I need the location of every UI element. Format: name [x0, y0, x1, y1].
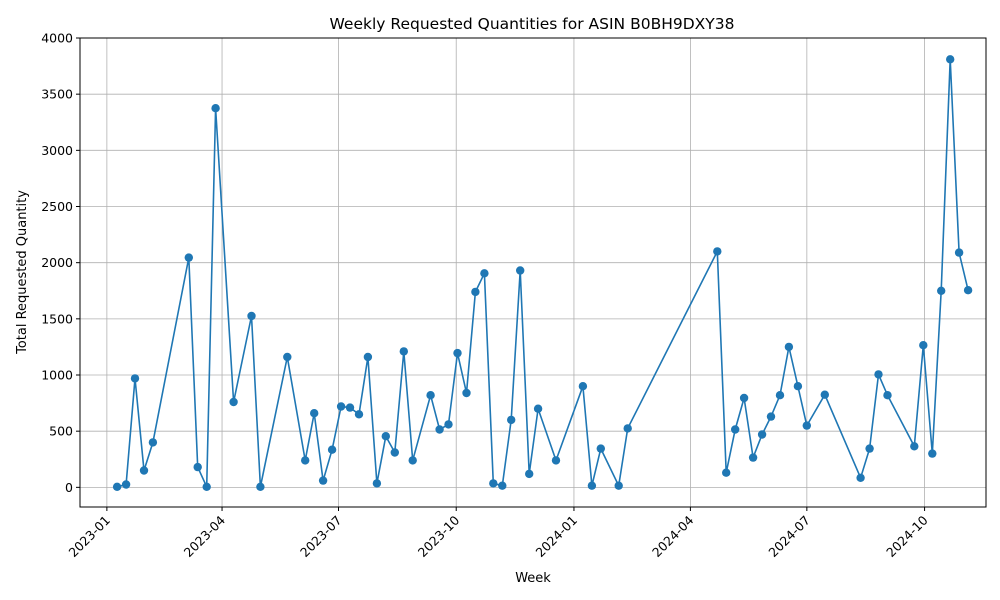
data-point — [310, 409, 319, 418]
data-point — [471, 287, 480, 297]
data-point — [345, 403, 355, 412]
chart-title: Weekly Requested Quantities for ASIN B0B… — [330, 15, 735, 33]
data-point — [766, 412, 776, 421]
data-point — [587, 481, 597, 490]
data-point — [856, 473, 865, 482]
data-point — [148, 438, 158, 447]
data-point — [139, 466, 149, 475]
data-point — [381, 432, 390, 441]
data-point — [372, 479, 382, 488]
data-point — [793, 382, 803, 391]
y-axis-label: Total Requested Quantity — [15, 190, 30, 355]
y-tick-label: 2500 — [41, 199, 73, 214]
data-point — [130, 374, 140, 383]
data-point — [390, 448, 399, 457]
x-axis-ticks: 2023-01 2023-04 2023-07 2023-10 2024-01 2024-… — [65, 507, 931, 561]
data-point — [820, 390, 829, 399]
data-point — [480, 269, 489, 278]
data-point — [731, 425, 740, 434]
data-point — [453, 348, 462, 358]
data-point — [883, 391, 892, 400]
data-point — [937, 286, 946, 295]
data-point — [318, 476, 328, 485]
x-tick-label: 2023-04 — [181, 512, 229, 560]
data-point — [963, 286, 973, 295]
grid-lines — [80, 37, 986, 507]
data-point — [256, 482, 265, 491]
data-point — [533, 404, 543, 413]
data-point — [516, 266, 525, 275]
data-point — [713, 247, 722, 256]
y-tick-label: 0 — [65, 480, 73, 495]
data-point — [919, 341, 928, 350]
x-tick-label: 2024-07 — [765, 513, 813, 561]
data-point — [399, 347, 408, 356]
x-tick-label: 2023-01 — [65, 513, 113, 561]
data-point — [121, 480, 131, 489]
data-point — [112, 482, 122, 491]
x-tick-label: 2023-10 — [415, 512, 463, 560]
y-tick-label: 1500 — [41, 311, 73, 326]
data-point — [578, 382, 588, 391]
data-point — [928, 449, 937, 458]
data-point — [229, 397, 238, 407]
data-point — [507, 415, 516, 425]
data-point — [211, 104, 220, 113]
data-point — [802, 421, 811, 430]
y-tick-label: 3500 — [41, 87, 73, 102]
x-tick-label: 2024-10 — [883, 512, 931, 560]
data-point — [946, 55, 955, 64]
data-point — [623, 424, 632, 433]
x-tick-label: 2024-01 — [533, 513, 581, 561]
data-point — [865, 444, 874, 453]
data-point — [354, 410, 364, 419]
data-point — [435, 425, 444, 434]
data-point — [775, 391, 785, 400]
data-point — [498, 481, 507, 490]
y-tick-label: 4000 — [41, 31, 73, 46]
data-point — [596, 444, 605, 453]
y-tick-label: 1000 — [41, 368, 73, 383]
data-point — [525, 469, 534, 479]
data-point — [489, 479, 498, 488]
data-point — [910, 442, 919, 451]
data-point — [551, 456, 561, 465]
data-point — [202, 482, 211, 491]
data-point — [193, 462, 202, 472]
data-point — [748, 453, 758, 462]
data-point — [327, 445, 337, 454]
data-point — [426, 391, 435, 400]
data-point — [336, 402, 346, 411]
data-point — [184, 253, 193, 262]
data-point — [739, 393, 749, 403]
data-point — [283, 352, 292, 362]
y-tick-label: 500 — [49, 424, 73, 439]
data-points — [112, 55, 973, 491]
data-point — [444, 420, 453, 429]
data-point — [301, 456, 310, 465]
y-tick-label: 2000 — [41, 255, 73, 270]
data-point — [757, 430, 767, 439]
x-tick-label: 2023-07 — [297, 513, 345, 561]
data-point — [874, 370, 883, 379]
data-point — [954, 248, 964, 257]
series-line — [116, 59, 969, 489]
x-axis-label: Week — [515, 571, 551, 586]
data-point — [784, 342, 794, 352]
data-point — [247, 311, 256, 321]
plot-frame — [79, 37, 987, 508]
data-point — [408, 456, 417, 465]
data-point — [462, 388, 471, 398]
data-point — [363, 352, 373, 362]
data-point — [614, 481, 623, 490]
y-tick-label: 3000 — [41, 143, 73, 158]
y-axis-ticks: 0 500 1000 1500 2000 2500 3000 3500 4000 — [41, 31, 80, 495]
x-tick-label: 2024-04 — [649, 512, 697, 560]
data-point — [722, 468, 731, 477]
